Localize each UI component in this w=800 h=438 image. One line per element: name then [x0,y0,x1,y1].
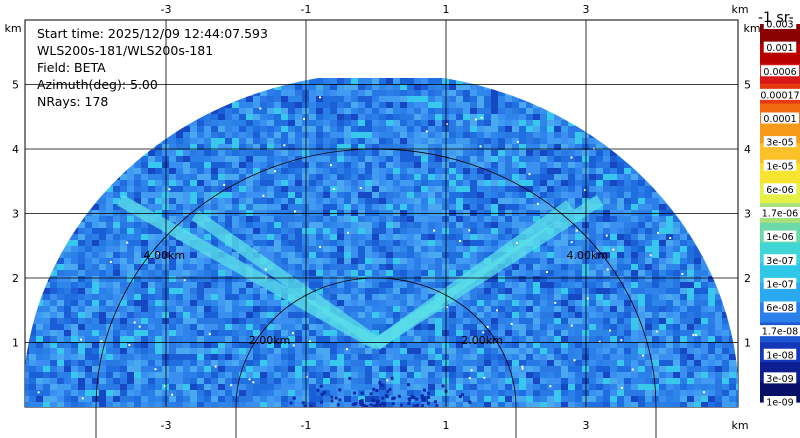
y-tick-label-right: 5 [744,79,751,92]
x-tick-label-bottom: -1 [301,419,312,432]
azimuth: Azimuth(deg): 5.00 [37,77,158,92]
colorbar-title: -1 sr- [758,10,794,26]
x-tick-label-top: 3 [583,3,590,16]
colorbar-label-bg [763,230,797,242]
colorbar-label-bg [763,18,797,29]
x-tick-label-bottom: 1 [443,419,450,432]
axis-ticks: -3 -3 -1 -1 1 1 3 3 1 1 2 2 3 3 4 4 5 5 km km km km [4,3,760,432]
colorbar-label-bg [763,136,797,148]
y-tick-label-right: 2 [744,272,751,285]
colorbar-label: 3e-07 [766,256,793,267]
colorbar-label-bg [763,277,797,289]
colorbar-label-bg [763,372,797,384]
colorbar-label-bg [760,112,800,124]
x-tick-label-bottom: -3 [161,419,172,432]
x-tick-label-top: -3 [161,3,172,16]
colorbar: 0.003 0.001 0.0006 0.00017 0.0001 3e-05 1e-05 6… [758,18,800,409]
y-unit-left: km [4,22,21,35]
range-ring-label: 2.00km [249,334,291,347]
x-tick-label-top: -1 [301,3,312,16]
colorbar-label: 6e-06 [766,185,793,196]
colorbar-label: 3e-09 [766,374,793,385]
scan-info: Start time: 2025/12/09 12:44:07.593 WLS2… [37,25,268,110]
colorbar-label: 0.0001 [763,114,796,125]
colorbar-label: 0.0006 [763,67,796,78]
x-unit-top: km [731,3,748,16]
y-tick-label-left: 3 [12,208,19,221]
colorbar-label-bg [763,254,797,266]
y-tick-label-left: 2 [12,272,19,285]
colorbar-segment [760,143,800,164]
colorbar-label-bg [763,348,797,360]
range-ring-label: 4.00km [567,249,609,262]
colorbar-label-bg [758,207,800,218]
colorbar-label: 0.003 [766,20,793,31]
colorbar-label-bg [763,396,797,407]
y-unit-right: km [743,22,760,35]
colorbar-label: 3e-05 [766,138,793,149]
y-tick-label-right: 3 [744,208,751,221]
y-tick-label-left: 4 [12,143,19,156]
nrays: NRays: 178 [37,94,109,109]
colorbar-label: 0.00017 [760,90,799,101]
colorbar-label: 1.7e-06 [762,209,798,220]
colorbar-label-bg [763,301,797,313]
colorbar-label: 6e-08 [766,303,793,314]
x-unit-bottom: km [731,419,748,432]
range-ring [95,148,657,408]
colorbar-label: 1e-06 [766,232,793,243]
y-tick-label-right: 1 [744,337,751,350]
colorbar-label-bg [763,159,797,171]
colorbar-segment [760,24,800,45]
colorbar-label: 1e-07 [766,279,793,290]
colorbar-label-bg [763,183,797,195]
field-name: Field: BETA [37,60,106,75]
range-ring-label: 2.00km [461,334,503,347]
colorbar-label-bg [760,65,800,77]
colorbar-label-bg [763,41,797,53]
x-tick-label-bottom: 3 [583,419,590,432]
range-rings: 2.00km 2.00km 4.00km 4.00km [95,148,657,438]
colorbar-label: 1e-09 [766,398,793,409]
colorbar-label-bg [758,88,800,100]
y-tick-label-right: 4 [744,143,751,156]
x-tick-label-top: 1 [443,3,450,16]
start-time: Start time: 2025/12/09 12:44:07.593 [37,26,268,41]
range-ring [235,277,517,408]
colorbar-label: 1e-05 [766,161,793,172]
colorbar-label: 0.001 [766,43,793,54]
range-ring-label: 4.00km [143,249,185,262]
colorbar-label: 1.7e-08 [762,327,798,338]
instrument-name: WLS200s-181/WLS200s-181 [37,43,214,58]
y-tick-label-left: 1 [12,337,19,350]
colorbar-label-bg [758,325,800,337]
y-tick-label-left: 5 [12,79,19,92]
colorbar-label: 1e-08 [766,350,793,361]
grid-lines [25,20,738,407]
